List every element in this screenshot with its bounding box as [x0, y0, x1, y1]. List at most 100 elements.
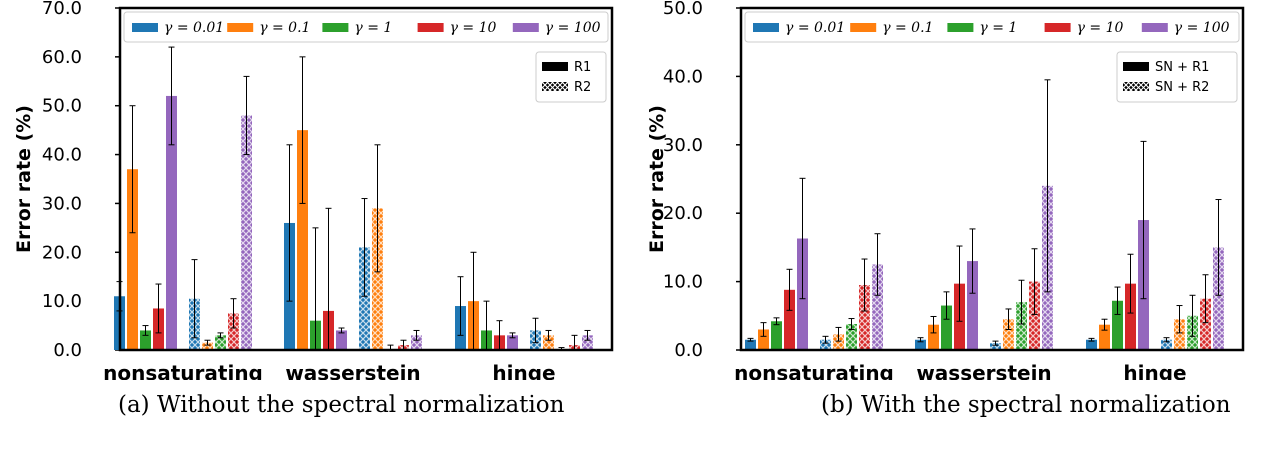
- panel-a: 0.0 10.0 20.0 30.0 40.0 50.0 60.0 70.0 Error rat…: [13, 0, 614, 418]
- legend-swatch-gamma-0: [753, 23, 779, 32]
- bar-r1-gamma-4-nonsaturating: [166, 95, 177, 350]
- bar-r1-gamma-2-nonsaturating: [771, 321, 782, 350]
- y-tick-label: 20.0: [42, 242, 82, 263]
- bar-r2-gamma-0-wasserstein: [359, 247, 370, 350]
- caption-a: (a) Without the spectral normalization: [118, 392, 565, 418]
- y-tick-label: 50.0: [663, 0, 703, 19]
- legend-label-reg-0: SN + R1: [1155, 60, 1209, 75]
- x-tick-label-wasserstein: wasserstein: [285, 361, 420, 380]
- bar-r2-gamma-2-wasserstein: [1016, 302, 1027, 350]
- x-tick-label-nonsaturating: nonsaturating: [103, 361, 263, 380]
- bar-r2-gamma-1-hinge: [543, 335, 554, 350]
- bar-r1-gamma-3-nonsaturating: [784, 289, 795, 350]
- x-tick-label-hinge: hinge: [1123, 361, 1186, 380]
- legend-swatch-reg-1: [542, 82, 568, 91]
- bar-r1-gamma-1-wasserstein: [928, 324, 939, 350]
- legend-label-gamma-4: γ = 100: [545, 20, 601, 36]
- gamma-legend: [123, 11, 609, 43]
- y-tick-label: 30.0: [42, 193, 82, 214]
- bar-r1-gamma-3-hinge: [1125, 283, 1136, 350]
- y-tick-label: 0.0: [53, 340, 82, 361]
- legend-swatch-gamma-1: [850, 23, 877, 32]
- chart-b-svg: 0.0 10.0 20.0 30.0 40.0 50.0 Error rate (%) non…: [646, 0, 1245, 380]
- y-tick-label: 60.0: [42, 47, 82, 68]
- legend-label-gamma-1: γ = 0.1: [882, 20, 933, 36]
- legend-swatch-gamma-1: [227, 23, 254, 32]
- y-tick-label: 10.0: [663, 272, 703, 293]
- bar-r2-gamma-3-nonsaturating: [859, 285, 870, 350]
- y-axis-label: Error rate (%): [13, 105, 35, 253]
- legend-swatch-gamma-3: [417, 23, 444, 32]
- bar-r2-gamma-4-wasserstein: [411, 335, 422, 350]
- bar-r2-gamma-4-hinge: [1213, 247, 1224, 350]
- bar-r2-gamma-1-hinge: [1174, 319, 1185, 350]
- legend-label-gamma-3: γ = 10: [1077, 20, 1124, 36]
- bar-r1-gamma-4-wasserstein: [336, 330, 347, 350]
- y-tick-label: 40.0: [42, 145, 82, 166]
- legend-label-gamma-2: γ = 1: [354, 20, 392, 36]
- chart-a-svg: 0.0 10.0 20.0 30.0 40.0 50.0 60.0 70.0 Error rat…: [13, 0, 614, 380]
- y-tick-label: 70.0: [42, 0, 82, 19]
- bar-r1-gamma-0-hinge: [1086, 339, 1097, 350]
- legend-label-reg-0: R1: [574, 60, 591, 75]
- bar-r2-gamma-0-wasserstein: [990, 343, 1001, 350]
- bar-r2-gamma-1-wasserstein: [372, 208, 383, 350]
- reg-legend: [535, 51, 607, 103]
- y-tick-label: 10.0: [42, 291, 82, 312]
- legend-swatch-gamma-3: [1044, 23, 1071, 32]
- legend-swatch-gamma-0: [132, 23, 158, 32]
- bar-r1-gamma-1-nonsaturating: [127, 169, 138, 350]
- panel-b: 0.0 10.0 20.0 30.0 40.0 50.0 Error rate (%) non…: [631, 0, 1262, 450]
- y-tick-label: 20.0: [663, 203, 703, 224]
- bar-r1-gamma-4-wasserstein: [967, 261, 978, 350]
- legend-label-gamma-2: γ = 1: [979, 20, 1017, 36]
- bar-r1-gamma-2-wasserstein: [941, 305, 952, 350]
- bar-r2-gamma-2-nonsaturating: [215, 335, 226, 350]
- y-tick-label: 50.0: [42, 96, 82, 117]
- bar-r2-gamma-2-nonsaturating: [846, 324, 857, 350]
- legend-label-reg-1: R2: [574, 80, 591, 95]
- legend-label-gamma-1: γ = 0.1: [259, 20, 310, 36]
- bar-r1-gamma-1-nonsaturating: [758, 329, 769, 350]
- legend-swatch-gamma-4: [512, 23, 539, 32]
- bar-r1-gamma-1-hinge: [1099, 324, 1110, 350]
- bar-r1-gamma-4-hinge: [507, 335, 518, 350]
- axes-frame: [118, 6, 614, 352]
- y-tick-label: 40.0: [663, 66, 703, 87]
- bar-r1-gamma-0-wasserstein: [915, 339, 926, 350]
- x-tick-label-nonsaturating: nonsaturating: [734, 361, 894, 380]
- bar-r2-gamma-1-wasserstein: [1003, 319, 1014, 350]
- gamma-legend: [744, 11, 1240, 43]
- bar-r2-gamma-1-nonsaturating: [202, 342, 213, 350]
- bar-r2-gamma-1-nonsaturating: [833, 334, 844, 350]
- axes-frame: [739, 6, 1245, 352]
- bar-r2-gamma-4-nonsaturating: [872, 264, 883, 350]
- legend-swatch-reg-0: [1123, 62, 1149, 71]
- legend-swatch-reg-0: [542, 62, 568, 71]
- x-tick-label-wasserstein: wasserstein: [916, 361, 1051, 380]
- legend-label-gamma-3: γ = 10: [450, 20, 497, 36]
- bar-r1-gamma-2-hinge: [1112, 300, 1123, 350]
- bar-r1-gamma-1-wasserstein: [297, 130, 308, 350]
- bar-r1-gamma-2-nonsaturating: [140, 330, 151, 350]
- x-tick-label-hinge: hinge: [492, 361, 555, 380]
- legend-swatch-gamma-4: [1141, 23, 1168, 32]
- bar-r2-gamma-4-nonsaturating: [241, 115, 252, 350]
- legend-label-gamma-0: γ = 0.01: [164, 20, 224, 36]
- bar-r1-gamma-0-nonsaturating: [745, 339, 756, 350]
- legend-label-gamma-4: γ = 100: [1174, 20, 1230, 36]
- bar-r2-gamma-3-hinge: [1200, 298, 1211, 350]
- legend-swatch-reg-1: [1123, 82, 1149, 91]
- caption-b: (b) With the spectral normalization: [821, 392, 1231, 418]
- y-axis-label: Error rate (%): [646, 105, 668, 253]
- legend-swatch-gamma-2: [947, 23, 974, 32]
- legend-label-reg-1: SN + R2: [1155, 80, 1209, 95]
- legend-swatch-gamma-2: [322, 23, 349, 32]
- bar-r2-gamma-3-nonsaturating: [228, 313, 239, 350]
- bar-r2-gamma-3-wasserstein: [1029, 281, 1040, 350]
- bar-r2-gamma-0-nonsaturating: [820, 339, 831, 350]
- y-tick-label: 30.0: [663, 135, 703, 156]
- bar-r2-gamma-4-hinge: [582, 335, 593, 350]
- y-tick-label: 0.0: [674, 340, 703, 361]
- bar-r2-gamma-0-hinge: [1161, 339, 1172, 350]
